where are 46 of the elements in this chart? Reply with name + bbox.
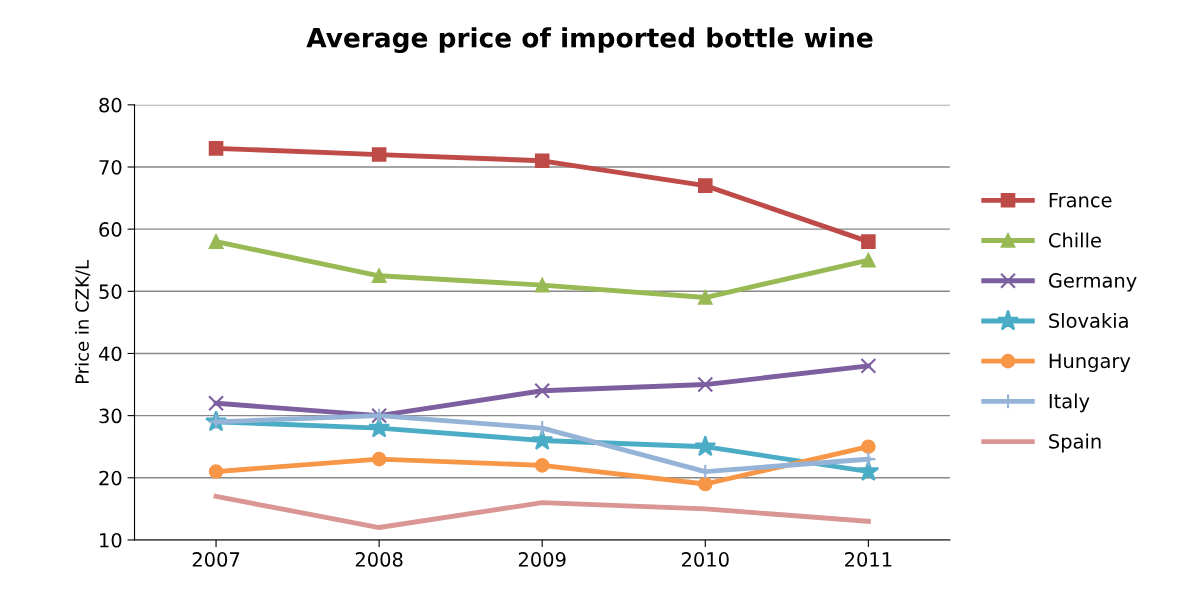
point	[534, 458, 550, 473]
point	[208, 234, 224, 249]
legend-label: Spain	[1049, 433, 1101, 453]
point	[371, 147, 387, 162]
point	[371, 268, 387, 284]
point	[861, 252, 876, 268]
point	[861, 439, 876, 454]
point	[694, 435, 717, 457]
y-tick-label: 50	[99, 284, 122, 299]
chart-title: Average price of imported bottle wine	[306, 27, 873, 54]
point	[371, 451, 387, 467]
point	[208, 395, 225, 412]
x-tick-label: 2008	[355, 552, 403, 567]
legend-label: Slovakia	[1049, 312, 1128, 329]
legend-label: Italy	[1049, 393, 1090, 413]
y-tick-label: 30	[99, 408, 122, 424]
legend-label: Germany	[1048, 273, 1137, 292]
point	[698, 178, 713, 193]
point	[368, 416, 391, 438]
point	[857, 460, 880, 482]
point	[698, 290, 713, 305]
y-tick-label: 20	[99, 470, 122, 486]
point	[534, 153, 550, 169]
point	[208, 141, 224, 156]
point	[698, 476, 713, 492]
y-tick-label: 10	[100, 532, 122, 548]
line-series	[213, 494, 871, 530]
legend-label: Chille	[1048, 232, 1101, 248]
y-tick-label: 80	[99, 97, 122, 113]
point	[534, 277, 550, 293]
legend-label: Hungary	[1049, 353, 1131, 373]
point	[697, 376, 714, 393]
y-tick-label: 60	[99, 222, 122, 237]
y-tick-label: 40	[98, 346, 122, 362]
x-tick-label: 2009	[518, 552, 566, 567]
point	[861, 234, 876, 249]
point	[534, 382, 551, 399]
y-tick-label: 70	[99, 159, 122, 175]
point	[531, 429, 554, 450]
y-axis-title: Price in CZK/L	[74, 260, 91, 384]
x-tick-label: 2010	[681, 552, 729, 567]
x-tick-label: 2007	[192, 552, 240, 567]
point	[860, 357, 877, 374]
legend-label: France	[1049, 192, 1112, 208]
x-tick-label: 2011	[845, 552, 892, 567]
point	[208, 464, 224, 479]
